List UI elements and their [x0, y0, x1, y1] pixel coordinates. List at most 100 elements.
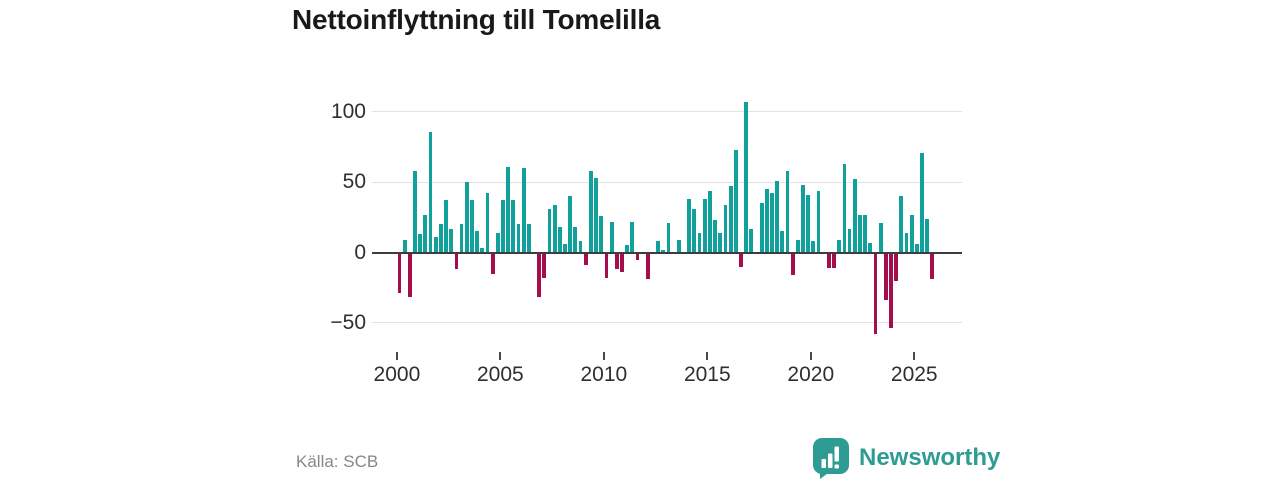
bar-2016q3 — [739, 252, 743, 267]
bar-2021q1 — [832, 252, 836, 268]
bar-2003q2 — [464, 182, 469, 253]
bar-2000q2 — [402, 239, 407, 253]
x-tick-2005 — [499, 352, 502, 360]
bar-2012q4 — [661, 249, 666, 253]
brand-name: Newsworthy — [859, 444, 1001, 471]
bar-2003q3 — [470, 200, 474, 253]
x-tick-2000 — [395, 352, 398, 360]
bar-2009q3 — [594, 177, 598, 253]
bar-2005q4 — [516, 224, 521, 253]
brand-logo: Newsworthy — [812, 437, 1001, 480]
bar-2014q1 — [687, 199, 692, 253]
bar-2004q1 — [480, 248, 485, 253]
bar-2025q2 — [920, 152, 924, 253]
x-tick-2015 — [706, 352, 709, 360]
bar-2007q3 — [552, 204, 557, 253]
bar-2017q1 — [749, 228, 754, 253]
bar-2020q2 — [816, 190, 821, 253]
bar-2000q4 — [413, 170, 417, 253]
bar-2016q1 — [728, 186, 733, 253]
bar-2012q1 — [645, 252, 650, 280]
bar-2012q3 — [656, 241, 661, 253]
bar-2025q3 — [925, 218, 930, 253]
bar-2010q3 — [614, 252, 619, 270]
bar-2025q4 — [930, 252, 935, 280]
bar-2009q1 — [583, 252, 588, 266]
bar-2010q2 — [609, 221, 614, 253]
bar-2002q1 — [438, 224, 443, 253]
bar-2002q2 — [444, 200, 448, 253]
bar-2019q2 — [795, 239, 800, 253]
x-tick-label-2005: 2005 — [477, 363, 524, 386]
bar-2019q1 — [790, 252, 795, 275]
bar-2023q2 — [878, 222, 883, 253]
bar-2002q4 — [454, 252, 459, 270]
bar-2011q2 — [630, 221, 635, 253]
y-tick-label--50: −50 — [330, 310, 366, 334]
bar-2024q4 — [909, 214, 914, 253]
bar-2024q2 — [899, 196, 904, 253]
x-tick-label-2015: 2015 — [683, 363, 731, 386]
x-tick-label-2025: 2025 — [890, 363, 938, 386]
bar-2017q4 — [764, 189, 769, 253]
bar-2009q4 — [599, 215, 604, 253]
bar-2013q1 — [666, 222, 671, 253]
bar-2001q1 — [418, 234, 423, 253]
bar-2013q3 — [676, 239, 681, 253]
bar-2021q3 — [842, 163, 847, 253]
x-tick-2020 — [809, 352, 812, 360]
bar-2018q2 — [775, 180, 780, 253]
bar-2024q3 — [904, 232, 909, 253]
bar-2008q2 — [568, 196, 573, 253]
bar-2014q3 — [697, 232, 702, 253]
bar-2004q4 — [495, 232, 500, 253]
bar-2021q4 — [847, 228, 852, 253]
bar-2008q3 — [573, 227, 578, 253]
x-tick-label-2010: 2010 — [580, 363, 628, 386]
bar-2014q2 — [692, 208, 697, 253]
chart-title: Nettoinflyttning till Tomelilla — [292, 4, 661, 35]
bar-2016q2 — [733, 149, 738, 253]
bar-2005q1 — [501, 200, 505, 253]
bar-2015q1 — [708, 190, 712, 253]
bar-2009q2 — [589, 170, 593, 253]
bar-2001q4 — [433, 237, 438, 253]
bar-2022q4 — [868, 242, 873, 253]
bar-2023q4 — [889, 252, 893, 329]
bar-2001q3 — [428, 131, 433, 253]
bar-2008q1 — [563, 244, 567, 253]
bar-2006q4 — [537, 252, 542, 298]
bar-2020q4 — [827, 252, 831, 268]
bar-2019q3 — [801, 185, 805, 253]
bar-2017q3 — [759, 203, 764, 253]
bar-2020q1 — [811, 241, 816, 253]
bar-2000q3 — [407, 252, 412, 298]
bar-2004q2 — [485, 193, 490, 253]
bar-2025q1 — [914, 244, 919, 253]
bar-2010q4 — [620, 252, 624, 273]
bar-2018q1 — [770, 193, 774, 253]
bar-2004q3 — [490, 252, 495, 274]
bar-2018q4 — [785, 170, 790, 253]
bar-2008q4 — [578, 241, 583, 253]
x-tick-label-2000: 2000 — [373, 363, 421, 386]
bar-2015q4 — [723, 204, 728, 253]
bar-2007q1 — [542, 252, 547, 278]
x-tick-2025 — [913, 352, 916, 360]
bar-2011q3 — [635, 252, 640, 260]
x-tick-label-2020: 2020 — [787, 363, 835, 386]
y-tick-label-50: 50 — [342, 170, 366, 194]
bar-2023q3 — [883, 252, 888, 301]
bar-2022q3 — [863, 214, 867, 253]
bar-2018q3 — [780, 231, 785, 253]
bar-2007q4 — [557, 227, 562, 253]
bar-2006q2 — [526, 224, 531, 253]
bar-2021q2 — [837, 239, 842, 253]
bar-2010q1 — [604, 252, 609, 278]
bar-2002q3 — [449, 228, 454, 253]
bar-2019q4 — [806, 194, 811, 253]
y-tick-label-0: 0 — [354, 240, 366, 264]
bar-2024q1 — [894, 252, 899, 281]
bar-2016q4 — [744, 102, 749, 253]
